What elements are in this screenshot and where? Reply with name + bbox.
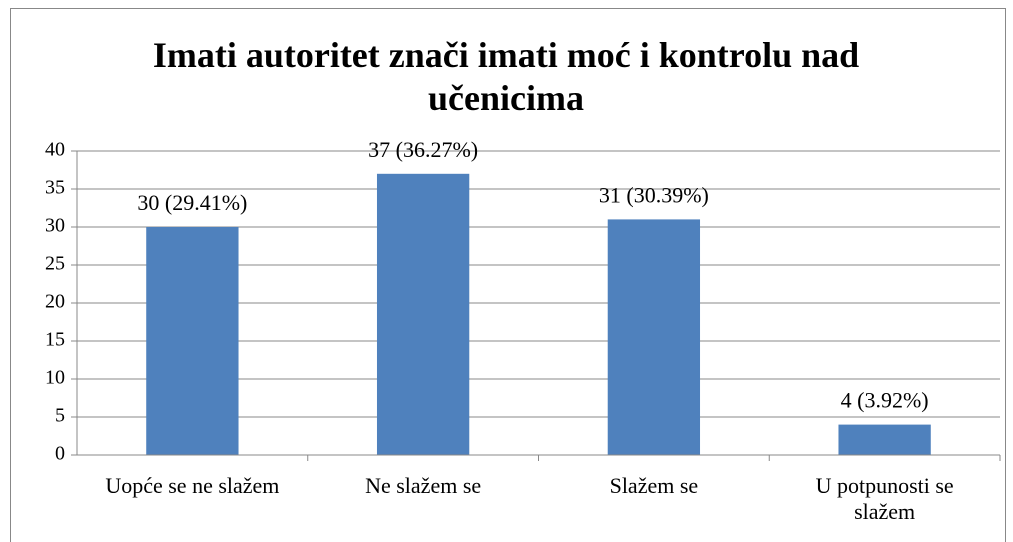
y-tick-label: 20	[45, 291, 65, 313]
value-label: 4 (3.92%)	[841, 388, 929, 413]
chart-title: Imati autoritet znači imati moć i kontro…	[152, 35, 860, 118]
y-tick-label: 0	[55, 443, 65, 465]
y-tick-label: 40	[45, 139, 65, 161]
chart-border	[10, 8, 1006, 542]
x-tick-label: Slažem se	[609, 473, 699, 498]
x-tick-label: U potpunosti se slažem	[815, 473, 954, 524]
bar	[607, 219, 701, 455]
x-tick-label: Uopće se ne slažem	[105, 473, 280, 498]
y-tick-label: 15	[45, 329, 65, 351]
y-tick-label: 5	[55, 405, 65, 427]
bar	[146, 227, 239, 455]
y-tick-label: 30	[45, 215, 65, 237]
value-label: 31 (30.39%)	[599, 182, 709, 207]
x-tick-label: Ne slažem se	[365, 473, 482, 498]
y-tick-label: 10	[45, 367, 65, 389]
y-tick-label: 25	[45, 253, 65, 275]
value-label: 30 (29.41%)	[137, 190, 247, 215]
bar	[376, 173, 470, 456]
value-label: 37 (36.27%)	[368, 137, 478, 162]
bar	[838, 424, 931, 455]
y-tick-label: 35	[45, 177, 65, 199]
